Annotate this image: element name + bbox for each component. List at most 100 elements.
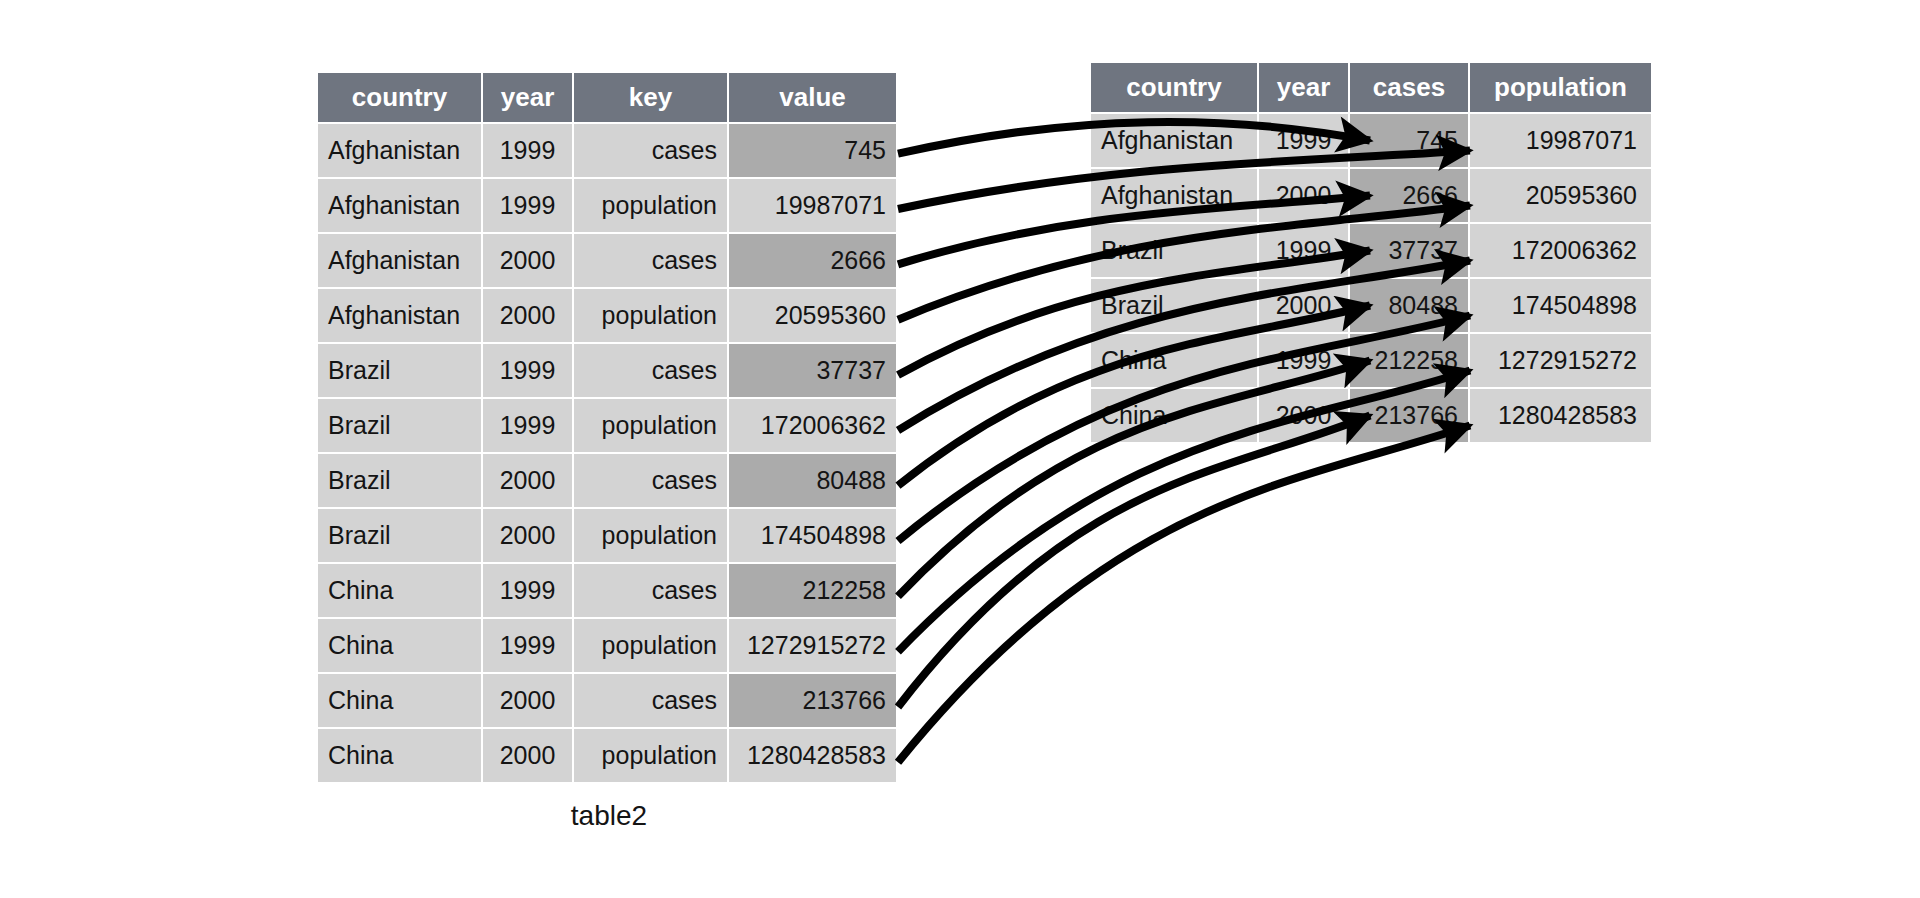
right-table-cell-population: 1280428583	[1470, 389, 1651, 442]
wide-format-table: countryyearcasespopulationAfghanistan199…	[1089, 61, 1653, 444]
left-table-cell-key: population	[574, 179, 727, 232]
right-table-cell-cases: 745	[1350, 114, 1468, 167]
right-table-cell-population: 172006362	[1470, 224, 1651, 277]
left-table-cell-year: 1999	[483, 619, 572, 672]
left-table-header-key: key	[574, 73, 727, 122]
right-table-cell-year: 2000	[1259, 389, 1348, 442]
left-table-cell-country: Brazil	[318, 509, 481, 562]
mapping-arrow-row12-to-population	[898, 426, 1470, 763]
left-table-cell-year: 2000	[483, 289, 572, 342]
left-table-header-country: country	[318, 73, 481, 122]
right-table-cell-country: Afghanistan	[1091, 169, 1257, 222]
mapping-arrow-row11-to-cases	[898, 416, 1370, 708]
left-table-cell-value: 745	[729, 124, 896, 177]
right-table-cell-country: China	[1091, 334, 1257, 387]
right-table-cell-year: 2000	[1259, 169, 1348, 222]
left-table-row: Brazil1999population172006362	[318, 399, 896, 452]
left-table-cell-key: cases	[574, 454, 727, 507]
left-table-header-value: value	[729, 73, 896, 122]
left-table-cell-value: 1272915272	[729, 619, 896, 672]
left-table-cell-key: population	[574, 509, 727, 562]
right-table-cell-population: 1272915272	[1470, 334, 1651, 387]
left-table-cell-country: Afghanistan	[318, 234, 481, 287]
left-table-cell-year: 2000	[483, 454, 572, 507]
left-table-cell-country: China	[318, 564, 481, 617]
left-table-cell-value: 19987071	[729, 179, 896, 232]
left-table-cell-country: Brazil	[318, 344, 481, 397]
left-table-cell-key: cases	[574, 344, 727, 397]
left-table-cell-year: 1999	[483, 179, 572, 232]
right-table-row: Brazil199937737172006362	[1091, 224, 1651, 277]
left-table-row: Brazil2000cases80488	[318, 454, 896, 507]
right-table-cell-population: 20595360	[1470, 169, 1651, 222]
right-table-cell-population: 174504898	[1470, 279, 1651, 332]
left-table-cell-country: Afghanistan	[318, 289, 481, 342]
right-table-cell-country: Afghanistan	[1091, 114, 1257, 167]
left-table-cell-value: 174504898	[729, 509, 896, 562]
left-table-cell-year: 1999	[483, 124, 572, 177]
left-table-row: Brazil1999cases37737	[318, 344, 896, 397]
right-table-cell-year: 2000	[1259, 279, 1348, 332]
right-table-row: China19992122581272915272	[1091, 334, 1651, 387]
left-table-cell-key: population	[574, 399, 727, 452]
right-table-header-cases: cases	[1350, 63, 1468, 112]
right-table-cell-country: Brazil	[1091, 279, 1257, 332]
left-table-cell-year: 2000	[483, 509, 572, 562]
left-table-cell-country: Brazil	[318, 454, 481, 507]
left-table-cell-country: China	[318, 729, 481, 782]
left-table-cell-value: 80488	[729, 454, 896, 507]
left-table-cell-country: Afghanistan	[318, 124, 481, 177]
left-table-cell-value: 37737	[729, 344, 896, 397]
right-table-row: Brazil200080488174504898	[1091, 279, 1651, 332]
left-table-cell-key: cases	[574, 124, 727, 177]
left-table-cell-year: 1999	[483, 344, 572, 397]
diagram-canvas: countryyearkeyvalueAfghanistan1999cases7…	[0, 0, 1920, 898]
left-table-cell-value: 1280428583	[729, 729, 896, 782]
right-table-cell-cases: 212258	[1350, 334, 1468, 387]
left-table-cell-country: Afghanistan	[318, 179, 481, 232]
left-table-cell-value: 213766	[729, 674, 896, 727]
left-table-cell-key: cases	[574, 234, 727, 287]
left-table-cell-value: 172006362	[729, 399, 896, 452]
left-table-row: Afghanistan1999population19987071	[318, 179, 896, 232]
left-table-cell-year: 2000	[483, 234, 572, 287]
right-table-cell-year: 1999	[1259, 114, 1348, 167]
long-format-table: countryyearkeyvalueAfghanistan1999cases7…	[316, 71, 898, 784]
left-table-row: Afghanistan2000population20595360	[318, 289, 896, 342]
left-table-cell-country: China	[318, 619, 481, 672]
left-table-caption: table2	[316, 800, 902, 832]
left-table-row: Afghanistan1999cases745	[318, 124, 896, 177]
left-table-cell-key: cases	[574, 564, 727, 617]
right-table-header-population: population	[1470, 63, 1651, 112]
right-table-row: Afghanistan2000266620595360	[1091, 169, 1651, 222]
right-table-cell-year: 1999	[1259, 334, 1348, 387]
right-table-cell-population: 19987071	[1470, 114, 1651, 167]
left-table-row: Brazil2000population174504898	[318, 509, 896, 562]
left-table-row: China2000population1280428583	[318, 729, 896, 782]
right-table-cell-country: China	[1091, 389, 1257, 442]
left-table-cell-key: population	[574, 619, 727, 672]
left-table-cell-value: 2666	[729, 234, 896, 287]
right-table-row: China20002137661280428583	[1091, 389, 1651, 442]
left-table-cell-value: 212258	[729, 564, 896, 617]
left-table-row: China1999cases212258	[318, 564, 896, 617]
right-table-header-year: year	[1259, 63, 1348, 112]
left-table-row: China2000cases213766	[318, 674, 896, 727]
right-table-cell-cases: 80488	[1350, 279, 1468, 332]
left-table-cell-country: Brazil	[318, 399, 481, 452]
left-table-cell-year: 1999	[483, 399, 572, 452]
left-table-cell-year: 2000	[483, 674, 572, 727]
left-table-row: China1999population1272915272	[318, 619, 896, 672]
left-table-cell-key: population	[574, 729, 727, 782]
right-table-header-country: country	[1091, 63, 1257, 112]
left-table-header-year: year	[483, 73, 572, 122]
right-table-cell-cases: 2666	[1350, 169, 1468, 222]
left-table-cell-value: 20595360	[729, 289, 896, 342]
left-table-cell-key: population	[574, 289, 727, 342]
right-table-cell-cases: 213766	[1350, 389, 1468, 442]
left-table-row: Afghanistan2000cases2666	[318, 234, 896, 287]
right-table-cell-country: Brazil	[1091, 224, 1257, 277]
left-table-cell-country: China	[318, 674, 481, 727]
right-table-row: Afghanistan199974519987071	[1091, 114, 1651, 167]
left-table-cell-key: cases	[574, 674, 727, 727]
